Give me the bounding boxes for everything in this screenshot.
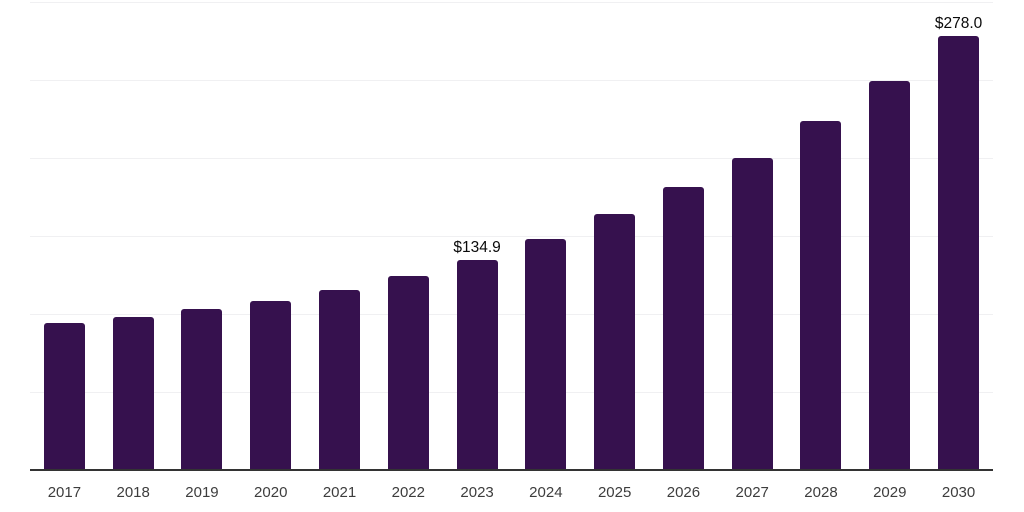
bar-2028 (800, 121, 842, 470)
bar-column-2018 (99, 2, 168, 470)
bar-2029 (869, 80, 911, 470)
x-tick-label-2030: 2030 (941, 484, 976, 501)
bar-2030 (938, 36, 980, 470)
gridline (30, 314, 993, 315)
bar-column-2023: $134.9 (443, 2, 512, 470)
bar-2022 (387, 275, 429, 470)
gridline (30, 2, 993, 3)
bar-column-2022 (374, 2, 443, 470)
bar-2025 (594, 214, 636, 470)
bar-column-2025 (580, 2, 649, 470)
bar-column-2017 (30, 2, 99, 470)
bar-column-2024 (511, 2, 580, 470)
plot-area: $134.9 $278.0 (30, 2, 993, 470)
bar-value-label-2030: $278.0 (934, 15, 983, 33)
bar-2023 (456, 259, 498, 470)
x-tick-label-2018: 2018 (116, 484, 150, 501)
x-axis-line (30, 469, 993, 471)
bar-column-2028 (787, 2, 856, 470)
gridline (30, 236, 993, 237)
bars-container: $134.9 $278.0 (30, 2, 993, 470)
x-tick-label-2017: 2017 (47, 484, 82, 501)
gridline (30, 158, 993, 159)
bar-value-label-2023: $134.9 (453, 238, 501, 256)
x-tick-label-2023: 2023 (460, 484, 494, 501)
gridline (30, 80, 993, 81)
x-tick-label-2025: 2025 (597, 484, 632, 501)
bar-2026 (662, 187, 704, 470)
bar-2024 (525, 239, 567, 470)
bar-column-2030: $278.0 (924, 2, 993, 470)
x-tick-label-2020: 2020 (254, 484, 288, 501)
bar-column-2021 (305, 2, 374, 470)
bar-column-2019 (168, 2, 237, 470)
bar-2018 (112, 316, 154, 470)
bar-column-2029 (855, 2, 924, 470)
bar-2020 (250, 301, 292, 470)
x-axis-labels: 2017 2018 2019 2020 2021 2022 2023 2024 2025 2026… (30, 485, 993, 501)
bar-2027 (731, 158, 773, 470)
x-tick-label-2022: 2022 (391, 484, 425, 501)
x-tick-label-2026: 2026 (666, 484, 701, 501)
bar-column-2027 (718, 2, 787, 470)
x-tick-label-2024: 2024 (529, 484, 563, 501)
bar-2017 (43, 323, 85, 470)
x-tick-label-2027: 2027 (735, 484, 769, 501)
x-tick-label-2028: 2028 (804, 484, 838, 501)
bar-2021 (319, 289, 361, 470)
x-tick-label-2021: 2021 (322, 484, 357, 501)
x-tick-label-2019: 2019 (185, 484, 219, 501)
gridline (30, 392, 993, 393)
bar-column-2026 (649, 2, 718, 470)
bar-column-2020 (236, 2, 305, 470)
bar-2019 (181, 309, 223, 470)
x-tick-label-2029: 2029 (873, 484, 907, 501)
